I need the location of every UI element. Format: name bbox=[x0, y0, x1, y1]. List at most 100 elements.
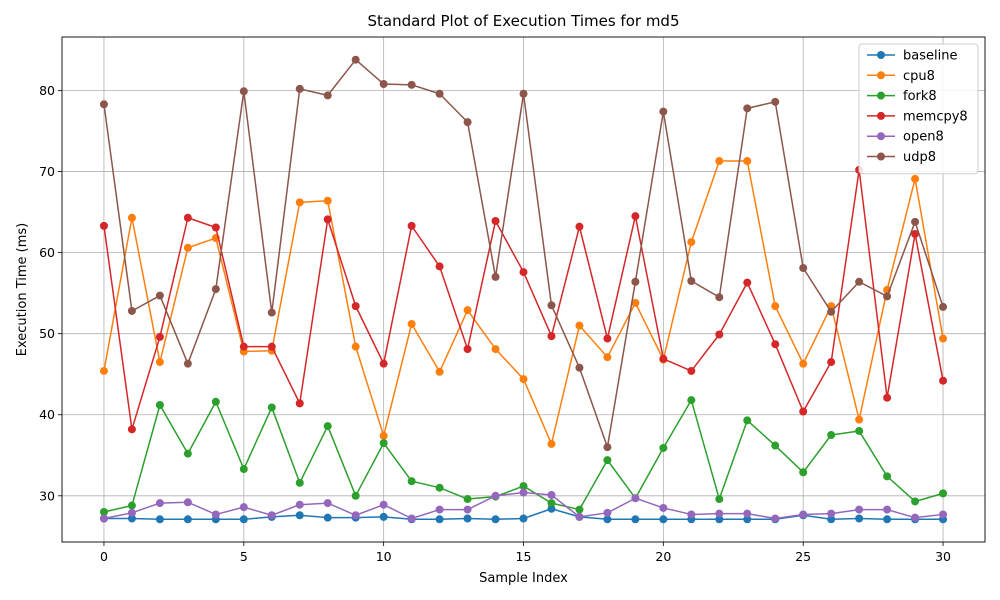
legend-marker-fork8 bbox=[877, 91, 885, 100]
data-point-baseline bbox=[295, 511, 304, 520]
data-point-open8 bbox=[715, 509, 724, 518]
data-point-fork8 bbox=[575, 505, 584, 514]
data-point-cpu8 bbox=[519, 375, 528, 384]
legend-box bbox=[858, 43, 979, 175]
data-point-baseline bbox=[323, 513, 332, 522]
data-point-open8 bbox=[463, 505, 472, 514]
data-point-udp8 bbox=[435, 89, 444, 98]
data-point-memcpy8 bbox=[127, 425, 136, 434]
data-point-memcpy8 bbox=[547, 332, 556, 341]
data-point-cpu8 bbox=[715, 157, 724, 166]
series-udp8 bbox=[99, 55, 948, 452]
data-point-memcpy8 bbox=[519, 268, 528, 277]
data-point-cpu8 bbox=[127, 213, 136, 222]
data-point-open8 bbox=[519, 488, 528, 497]
data-point-open8 bbox=[491, 491, 500, 500]
data-point-udp8 bbox=[799, 264, 808, 273]
data-point-udp8 bbox=[911, 217, 920, 226]
data-point-fork8 bbox=[547, 499, 556, 508]
x-axis-label: Sample Index bbox=[479, 571, 568, 586]
data-point-udp8 bbox=[379, 80, 388, 89]
axes: 0 5 10 15 20 25 30 30 40 50 60 70 80 bbox=[39, 36, 986, 564]
data-point-memcpy8 bbox=[799, 407, 808, 416]
data-point-cpu8 bbox=[547, 439, 556, 448]
data-point-open8 bbox=[687, 510, 696, 519]
data-point-fork8 bbox=[155, 401, 164, 410]
data-point-open8 bbox=[883, 505, 892, 514]
data-point-baseline bbox=[239, 515, 248, 524]
data-point-cpu8 bbox=[575, 321, 584, 330]
data-point-udp8 bbox=[519, 89, 528, 98]
data-point-memcpy8 bbox=[883, 393, 892, 402]
data-point-baseline bbox=[883, 515, 892, 524]
data-point-udp8 bbox=[183, 359, 192, 368]
y-tick-label: 60 bbox=[39, 245, 55, 260]
x-tick-label: 10 bbox=[376, 549, 392, 564]
data-point-fork8 bbox=[407, 477, 416, 486]
data-point-baseline bbox=[715, 515, 724, 524]
legend-label-fork8: fork8 bbox=[903, 89, 937, 104]
data-point-open8 bbox=[547, 490, 556, 499]
data-point-udp8 bbox=[659, 107, 668, 116]
data-point-open8 bbox=[855, 505, 864, 514]
data-point-memcpy8 bbox=[351, 302, 360, 311]
data-point-cpu8 bbox=[799, 359, 808, 368]
data-point-memcpy8 bbox=[99, 221, 108, 230]
y-axis-label: Execution Time (ms) bbox=[15, 223, 30, 356]
data-point-memcpy8 bbox=[155, 332, 164, 341]
data-point-memcpy8 bbox=[463, 345, 472, 354]
data-point-udp8 bbox=[267, 308, 276, 317]
data-point-memcpy8 bbox=[379, 359, 388, 368]
data-point-cpu8 bbox=[155, 358, 164, 367]
data-point-memcpy8 bbox=[435, 262, 444, 271]
data-point-udp8 bbox=[351, 55, 360, 64]
data-point-open8 bbox=[911, 513, 920, 522]
data-point-fork8 bbox=[799, 468, 808, 477]
data-point-cpu8 bbox=[631, 298, 640, 307]
data-point-open8 bbox=[659, 503, 668, 512]
data-point-baseline bbox=[603, 515, 612, 524]
data-point-udp8 bbox=[883, 292, 892, 301]
y-tick-label: 80 bbox=[39, 83, 55, 98]
data-point-fork8 bbox=[855, 426, 864, 435]
data-point-open8 bbox=[379, 500, 388, 509]
data-point-fork8 bbox=[771, 441, 780, 450]
data-point-baseline bbox=[827, 515, 836, 524]
data-point-open8 bbox=[603, 508, 612, 517]
data-point-open8 bbox=[743, 509, 752, 518]
data-point-cpu8 bbox=[295, 198, 304, 207]
data-point-fork8 bbox=[463, 495, 472, 504]
data-point-memcpy8 bbox=[687, 366, 696, 375]
data-point-fork8 bbox=[351, 491, 360, 500]
legend-label-open8: open8 bbox=[903, 130, 944, 145]
legend-label-baseline: baseline bbox=[903, 49, 957, 64]
data-point-fork8 bbox=[827, 431, 836, 440]
data-point-udp8 bbox=[239, 87, 248, 96]
x-tick-label: 0 bbox=[100, 549, 108, 564]
x-tick-label: 15 bbox=[516, 549, 532, 564]
data-point-cpu8 bbox=[379, 431, 388, 440]
legend-label-cpu8: cpu8 bbox=[903, 69, 935, 84]
x-tick-label: 20 bbox=[655, 549, 671, 564]
data-point-fork8 bbox=[127, 501, 136, 510]
data-point-baseline bbox=[547, 504, 556, 513]
series-open8 bbox=[99, 488, 948, 523]
legend: baseline cpu8 fork8 memcpy8 open8 udp8 bbox=[858, 43, 979, 175]
data-point-open8 bbox=[407, 514, 416, 523]
data-point-open8 bbox=[323, 499, 332, 508]
data-point-memcpy8 bbox=[911, 229, 920, 238]
data-point-udp8 bbox=[603, 443, 612, 452]
data-point-memcpy8 bbox=[715, 330, 724, 339]
data-point-udp8 bbox=[939, 302, 948, 311]
data-point-cpu8 bbox=[463, 306, 472, 315]
data-point-udp8 bbox=[687, 276, 696, 285]
data-point-memcpy8 bbox=[659, 354, 668, 363]
data-point-udp8 bbox=[295, 84, 304, 93]
data-point-memcpy8 bbox=[771, 340, 780, 349]
data-point-memcpy8 bbox=[827, 358, 836, 367]
data-point-memcpy8 bbox=[211, 223, 220, 232]
data-point-open8 bbox=[771, 514, 780, 523]
data-point-fork8 bbox=[687, 396, 696, 405]
x-tick-label: 30 bbox=[935, 549, 951, 564]
